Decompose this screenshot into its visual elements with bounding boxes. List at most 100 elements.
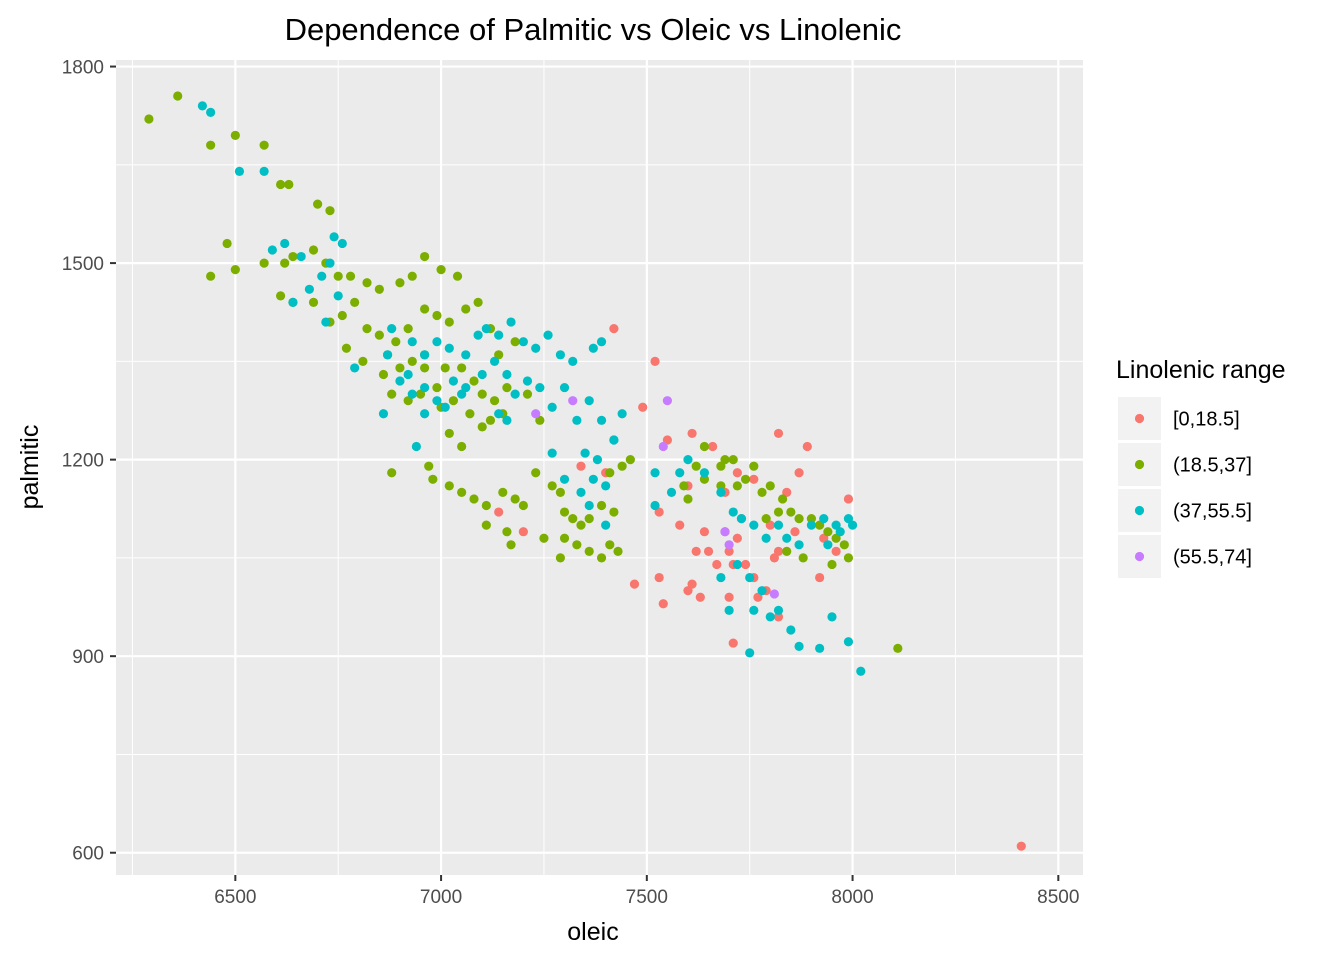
data-point [827,612,837,622]
data-point [782,546,792,556]
data-point [716,487,726,497]
data-point [802,441,812,452]
data-point [683,586,693,596]
data-point [387,389,397,399]
data-point [494,330,504,340]
data-point [683,494,693,504]
data-point [444,481,454,491]
data-point [457,389,467,399]
data-point [662,396,672,406]
y-axis-title: palmitic [16,425,44,510]
data-point [173,91,183,101]
data-point [469,376,479,386]
data-point [333,271,343,281]
data-point [584,500,594,511]
data-point [815,572,825,583]
data-point [531,409,541,419]
data-point [325,206,335,216]
data-point [420,409,430,419]
legend-marker [1134,413,1145,424]
data-point [773,546,784,556]
data-point [465,409,475,419]
data-point [308,245,319,255]
data-point [761,533,771,543]
data-point [461,304,471,314]
data-point [407,389,417,399]
data-point [535,415,545,425]
data-point [736,514,747,524]
data-point [708,441,718,452]
data-point [510,337,520,347]
data-point [259,140,269,150]
data-point [728,507,738,517]
data-point [790,527,800,537]
data-point [720,527,730,537]
legend-label: (37,55.5] [1173,501,1252,523]
data-point [576,461,586,471]
data-point [588,343,598,353]
data-point [732,559,742,570]
data-point [502,527,512,537]
legend: Linolenic range [0,18.5] (18.5,37] (37,55.… [1116,356,1286,578]
data-point [740,559,751,570]
data-point [555,487,566,497]
data-point [703,546,714,556]
data-point [716,461,726,471]
data-point [712,559,722,570]
y-tick-label: 900 [72,647,104,668]
data-point [531,468,541,478]
data-point [329,232,339,242]
data-point [432,396,442,406]
data-point [893,643,903,653]
data-point [510,494,520,504]
x-tick-label: 6500 [214,887,256,908]
data-point [494,409,504,419]
data-point [843,637,854,647]
grid-minor [116,60,1083,875]
data-point [687,428,697,439]
data-point [601,520,611,530]
data-point [448,376,459,386]
data-point [823,527,833,537]
data-point [473,297,483,308]
data-point [605,540,615,550]
data-point [773,507,784,517]
data-point [749,520,759,530]
data-point [333,291,343,301]
data-point [699,527,710,537]
data-point [457,487,467,497]
y-axis: 600 900 1200 1500 1800 [62,58,116,865]
data-point [280,258,290,268]
data-point [728,638,738,648]
data-point [378,409,389,419]
data-point [469,494,479,504]
data-point [477,422,487,432]
data-point [592,455,603,465]
data-point [773,520,784,530]
data-point [559,474,570,484]
data-point [489,396,500,406]
data-point [288,297,298,308]
data-point [275,291,286,301]
x-axis: 6500 7000 7500 8000 8500 [214,875,1079,908]
data-point [629,579,640,589]
data-point [827,559,837,570]
data-point [757,487,767,497]
data-point [757,586,767,596]
data-point [206,140,216,150]
data-point [494,507,504,517]
data-point [601,481,611,491]
data-point [568,514,578,524]
data-point [547,448,557,458]
data-point [617,461,627,471]
data-point [819,533,829,543]
data-point [444,343,454,353]
data-point [481,520,491,530]
chart-title: Dependence of Palmitic vs Oleic vs Linol… [285,12,902,47]
data-point [234,166,245,176]
data-point [296,251,306,262]
data-point [457,441,467,452]
data-point [683,455,693,465]
data-point [773,428,784,439]
data-point [432,310,442,321]
